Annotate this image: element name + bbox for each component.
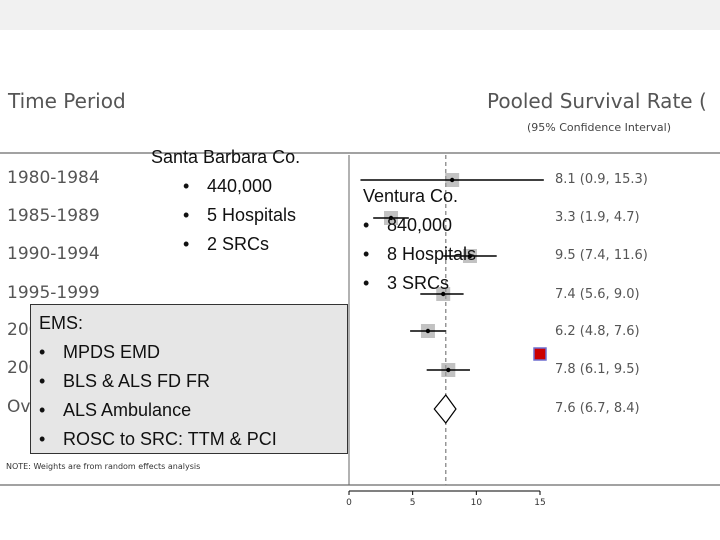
point-estimate bbox=[446, 367, 451, 373]
estimate-text: 9.5 (7.4, 11.6) bbox=[555, 248, 648, 263]
ems-item: ROSC to SRC: TTM & PCI bbox=[39, 425, 339, 454]
note-text: NOTE: Weights are from random effects an… bbox=[6, 462, 201, 471]
santa-barbara-item: 440,000 bbox=[183, 172, 300, 201]
x-tick-label: 5 bbox=[410, 498, 416, 508]
x-tick-label: 15 bbox=[534, 498, 545, 508]
ventura-title: Ventura Co. bbox=[363, 186, 459, 206]
estimate-text: 7.4 (5.6, 9.0) bbox=[555, 287, 640, 302]
x-tick-label: 0 bbox=[346, 498, 352, 508]
ems-item: MPDS EMD bbox=[39, 338, 339, 367]
highlight-marker bbox=[533, 347, 547, 361]
ventura-item: 8 Hospitals bbox=[363, 240, 476, 269]
estimate-text: 7.6 (6.7, 8.4) bbox=[555, 401, 640, 416]
estimate-text: 8.1 (0.9, 15.3) bbox=[555, 172, 648, 187]
row-label: 1995-1999 bbox=[7, 283, 100, 303]
time-period-header: Time Period bbox=[8, 89, 126, 113]
x-tick-label: 10 bbox=[471, 498, 483, 508]
row-label: 1980-1984 bbox=[7, 168, 100, 188]
ci-subheader: (95% Confidence Interval) bbox=[527, 121, 671, 134]
pooled-survival-header: Pooled Survival Rate ( bbox=[487, 89, 707, 113]
santa-barbara-item: 2 SRCs bbox=[183, 230, 300, 259]
ems-callout: EMS: MPDS EMD BLS & ALS FD FR ALS Ambula… bbox=[30, 304, 348, 454]
ems-item: BLS & ALS FD FR bbox=[39, 367, 339, 396]
row-label: 1985-1989 bbox=[7, 206, 100, 226]
estimate-text: 6.2 (4.8, 7.6) bbox=[555, 324, 640, 339]
ems-item: ALS Ambulance bbox=[39, 396, 339, 425]
ventura-callout: Ventura Co. 840,000 8 Hospitals 3 SRCs bbox=[363, 182, 476, 298]
ventura-item: 3 SRCs bbox=[363, 269, 476, 298]
ventura-item: 840,000 bbox=[363, 211, 476, 240]
top-band bbox=[0, 0, 720, 30]
estimate-text: 3.3 (1.9, 4.7) bbox=[555, 210, 640, 225]
point-estimate bbox=[425, 328, 431, 334]
santa-barbara-title: Santa Barbara Co. bbox=[151, 147, 301, 167]
point-estimate bbox=[449, 177, 455, 183]
estimate-text: 7.8 (6.1, 9.5) bbox=[555, 362, 640, 377]
santa-barbara-item: 5 Hospitals bbox=[183, 201, 300, 230]
pooled-diamond bbox=[433, 394, 457, 424]
row-label: 1990-1994 bbox=[7, 244, 100, 264]
santa-barbara-callout: Santa Barbara Co. 440,000 5 Hospitals 2 … bbox=[151, 143, 300, 259]
ems-title: EMS: bbox=[39, 313, 84, 333]
